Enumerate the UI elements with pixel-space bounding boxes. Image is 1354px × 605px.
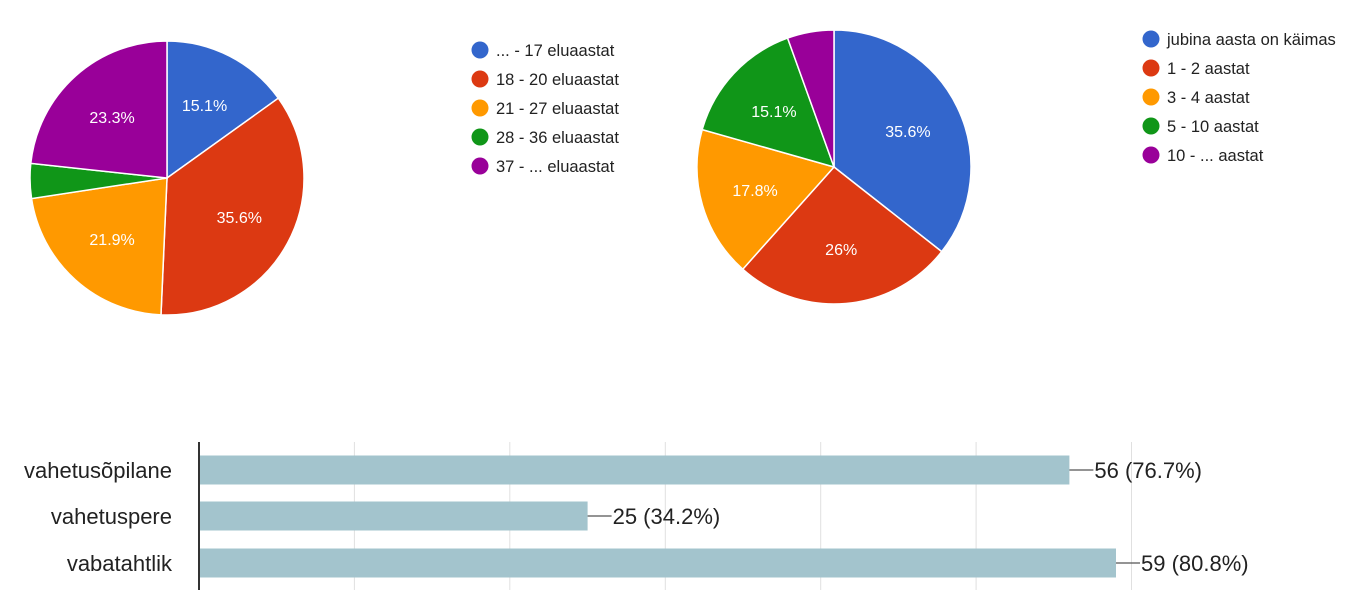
bar-vabatahtlik (200, 548, 1116, 578)
pie1-slice-37-eluaastat (29, 40, 168, 179)
legend2-label-1-2-aastat: 1 - 2 aastat (1167, 60, 1250, 78)
legend2-marker-1-2-aastat (1142, 59, 1160, 77)
legend2-label-10-aastat: 10 - ... aastat (1167, 147, 1264, 165)
pie1-data-label-17-eluaastat: 15.1% (182, 98, 227, 115)
bar-vahetuspere (200, 501, 588, 531)
legend2-marker-jubina-aasta-on-käimas (1142, 30, 1160, 48)
bar-category-label-vahetuspere: vahetuspere (51, 504, 172, 529)
legend2-label-jubina-aasta-on-käimas: jubina aasta on käimas (1166, 31, 1336, 49)
pie1-slice-18-20-eluaastat (160, 97, 305, 316)
legend1-label-18-20-eluaastat: 18 - 20 eluaastat (496, 71, 619, 89)
legend2-label-3-4-aastat: 3 - 4 aastat (1167, 89, 1250, 107)
legend1-label-21-27-eluaastat: 21 - 27 eluaastat (496, 100, 619, 118)
pie1-data-label-37-eluaastat: 23.3% (89, 110, 134, 127)
legend1-marker-18-20-eluaastat (471, 70, 489, 88)
pie1-slice-17-eluaastat (166, 40, 280, 180)
pie1-data-label-18-20-eluaastat: 35.6% (217, 210, 262, 227)
bar-chart-roles: vahetusõpilane 56 (76.7%) vahetuspere 25 (3… (24, 442, 1249, 590)
legend1-marker-17-eluaastat (471, 41, 489, 59)
pie2-data-label-jubina-aasta-on-käimas: 35.6% (885, 124, 930, 141)
pie2-slice-jubina-aasta-on-käimas (833, 29, 972, 253)
bar-value-label-vabatahtlik: 59 (80.8%) (1141, 551, 1249, 576)
bar-vahetusõpilane (200, 455, 1070, 485)
pie-chart-duration: 35.6% 26% 17.8% 15.1% (696, 29, 972, 305)
legend1-marker-28-36-eluaastat (471, 128, 489, 146)
legend2-marker-10-aastat (1142, 146, 1160, 164)
pie2-slice-3-4-aastat (696, 128, 836, 271)
pie2-slice-1-2-aastat (741, 165, 943, 305)
bar-value-label-vahetusõpilane: 56 (76.7%) (1094, 458, 1202, 483)
pie2-data-label-1-2-aastat: 26% (825, 242, 857, 259)
pie2-slice-10-aastat (786, 29, 835, 168)
pie2-data-label-3-4-aastat: 17.8% (732, 183, 777, 200)
bar-category-label-vahetusõpilane: vahetusõpilane (24, 458, 172, 483)
pie1-data-label-21-27-eluaastat: 21.9% (89, 232, 134, 249)
legend2-marker-3-4-aastat (1142, 88, 1160, 106)
legend1-marker-37-eluaastat (471, 157, 489, 175)
legend1-marker-21-27-eluaastat (471, 99, 489, 117)
legend-age: ... - 17 eluaastat 18 - 20 eluaastat 21 - … (471, 41, 619, 176)
pie1-slice-21-27-eluaastat (30, 177, 168, 316)
legend2-label-5-10-aastat: 5 - 10 aastat (1167, 118, 1259, 136)
pie2-data-label-5-10-aastat: 15.1% (751, 104, 796, 121)
legend-duration: jubina aasta on käimas 1 - 2 aastat 3 - 4 … (1142, 30, 1336, 165)
legend1-label-28-36-eluaastat: 28 - 36 eluaastat (496, 129, 619, 147)
legend2-marker-5-10-aastat (1142, 117, 1160, 135)
legend1-label-17-eluaastat: ... - 17 eluaastat (496, 42, 615, 60)
pie2-slice-5-10-aastat (701, 37, 836, 169)
legend1-label-37-eluaastat: 37 - ... eluaastat (496, 158, 615, 176)
bar-category-label-vabatahtlik: vabatahtlik (67, 551, 173, 576)
pie-chart-age: 15.1% 35.6% 21.9% 23.3% (29, 40, 305, 316)
bar-value-label-vahetuspere: 25 (34.2%) (613, 504, 721, 529)
